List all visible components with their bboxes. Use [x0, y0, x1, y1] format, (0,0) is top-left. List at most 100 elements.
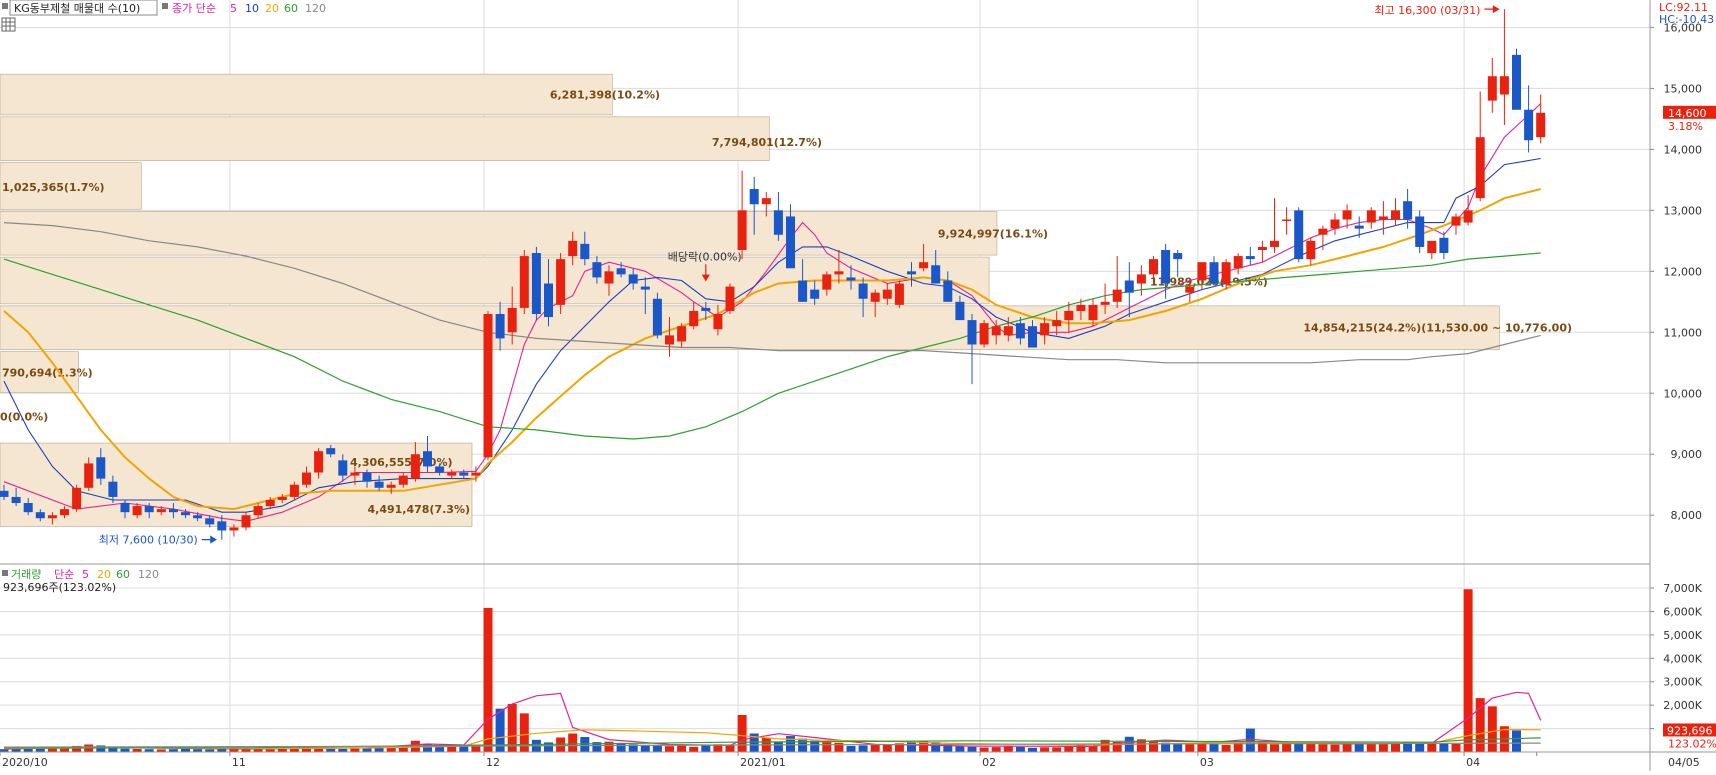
volume-bar — [628, 744, 638, 752]
candle-body — [556, 259, 566, 305]
volume-bar — [846, 745, 856, 752]
candle-body — [1257, 246, 1267, 250]
volume-bar — [350, 748, 360, 752]
candle-body — [108, 481, 118, 497]
volume-bar — [277, 748, 287, 752]
price-tick-label: 16,000 — [1664, 21, 1703, 34]
candle-body — [1173, 253, 1183, 260]
volume-bar — [1028, 747, 1037, 752]
volume-bar — [665, 746, 674, 752]
volume-profile-label: 0(0.0%) — [0, 410, 48, 423]
candle-body — [1221, 262, 1231, 284]
volume-bar — [1318, 744, 1328, 752]
candle-body — [193, 515, 203, 519]
volume-moving-averages — [3, 691, 1542, 750]
x-tick-label: 03 — [1200, 756, 1214, 769]
volume-profile-label: 11,989,029(19.5%) — [1150, 276, 1268, 289]
volume-profile-label: 4,491,478(7.3%) — [368, 503, 471, 516]
stock-label[interactable]: KG동부제철 매물대 수(10) — [14, 2, 140, 15]
price-tick-label: 10,000 — [1664, 387, 1703, 400]
volume-ma-label[interactable]: 단순 — [54, 568, 74, 581]
vol-ma-period-60: 60 — [116, 568, 130, 581]
volume-bar — [459, 746, 469, 752]
candle-body — [1197, 262, 1207, 281]
candle-body — [120, 503, 130, 513]
volume-bar — [471, 746, 481, 752]
volume-bar — [47, 746, 57, 752]
change-percent: 3.18% — [1668, 120, 1703, 133]
candle-body — [1245, 256, 1255, 260]
stock-label-box[interactable] — [9, 0, 158, 16]
volume-bar — [1015, 746, 1025, 752]
candle-body — [374, 481, 384, 488]
candle-body — [919, 262, 929, 269]
volume-bar — [991, 747, 1001, 752]
volume-tick-label: 3,000K — [1663, 676, 1702, 689]
candle-body — [616, 268, 626, 275]
candle-body — [531, 253, 541, 315]
volume-bar — [979, 747, 989, 752]
candle-body — [302, 472, 311, 485]
volume-bar — [1040, 747, 1050, 752]
volume-bar — [1378, 743, 1388, 752]
candle-body — [652, 298, 662, 336]
volume-bar — [1439, 743, 1449, 752]
volume-bar — [568, 733, 578, 752]
volume-bar — [773, 742, 783, 752]
candle-body — [96, 457, 106, 479]
volume-bar — [1354, 744, 1364, 752]
volume-percent: 123.02% — [1668, 737, 1716, 750]
volume-bar — [132, 748, 142, 752]
volume-bar — [302, 747, 311, 752]
price-tick-label: 9,000 — [1671, 448, 1703, 461]
volume-bar — [1512, 730, 1521, 752]
volume-tick-label: 5,000K — [1663, 629, 1702, 642]
candle-body — [1499, 76, 1509, 95]
x-tick-label: 2020/10 — [2, 756, 48, 769]
x-tick-label: 02 — [982, 756, 996, 769]
candle-body — [289, 484, 299, 497]
candle-body — [253, 506, 263, 516]
candle-body — [60, 509, 69, 516]
candle-body — [483, 314, 493, 458]
candle-body — [786, 216, 795, 269]
volume-bar — [737, 714, 747, 752]
candle-body — [773, 210, 783, 235]
candle-body — [1270, 240, 1279, 247]
x-tick-label: 11 — [232, 756, 246, 769]
volume-bar — [519, 713, 529, 752]
volume-bar — [907, 742, 916, 752]
volume-readout: 923,696주(123.02%) — [3, 581, 116, 594]
volume-bar — [1294, 742, 1304, 752]
volume-label[interactable]: 거래량 — [11, 568, 41, 581]
volume-bar — [386, 746, 396, 752]
x-tick-label: 04/05 — [1668, 756, 1700, 769]
candle-body — [471, 472, 481, 476]
ma60-line — [3, 252, 1541, 440]
price-tick-label: 8,000 — [1671, 509, 1703, 522]
price-ma-label[interactable]: 종가 단순 — [172, 2, 216, 15]
vol-ma-period-5: 5 — [82, 568, 89, 581]
current-price-tag — [1663, 105, 1716, 119]
candle-body — [761, 198, 771, 205]
ma5-line — [3, 103, 1542, 522]
price-tick-label: 14,000 — [1664, 143, 1703, 156]
volume-bar — [1064, 746, 1074, 752]
lc-readout: LC:92.11 — [1659, 1, 1708, 14]
volume-bar — [435, 745, 445, 752]
candle-body — [1064, 310, 1074, 321]
candle-body — [1524, 109, 1534, 141]
volume-tick-label: 2,000K — [1663, 699, 1702, 712]
volume-profile-bar — [0, 305, 1500, 350]
candle-body — [362, 472, 372, 482]
volume-bar — [314, 748, 324, 752]
candle-body — [1161, 249, 1171, 284]
ma-period-5: 5 — [230, 2, 237, 15]
volume-profile-bar — [0, 211, 998, 256]
table-toggle-icon[interactable] — [1, 17, 16, 32]
volume-bar — [858, 745, 868, 752]
candle-body — [810, 289, 820, 299]
ma-period-20: 20 — [265, 2, 279, 15]
candle-body — [519, 256, 529, 308]
